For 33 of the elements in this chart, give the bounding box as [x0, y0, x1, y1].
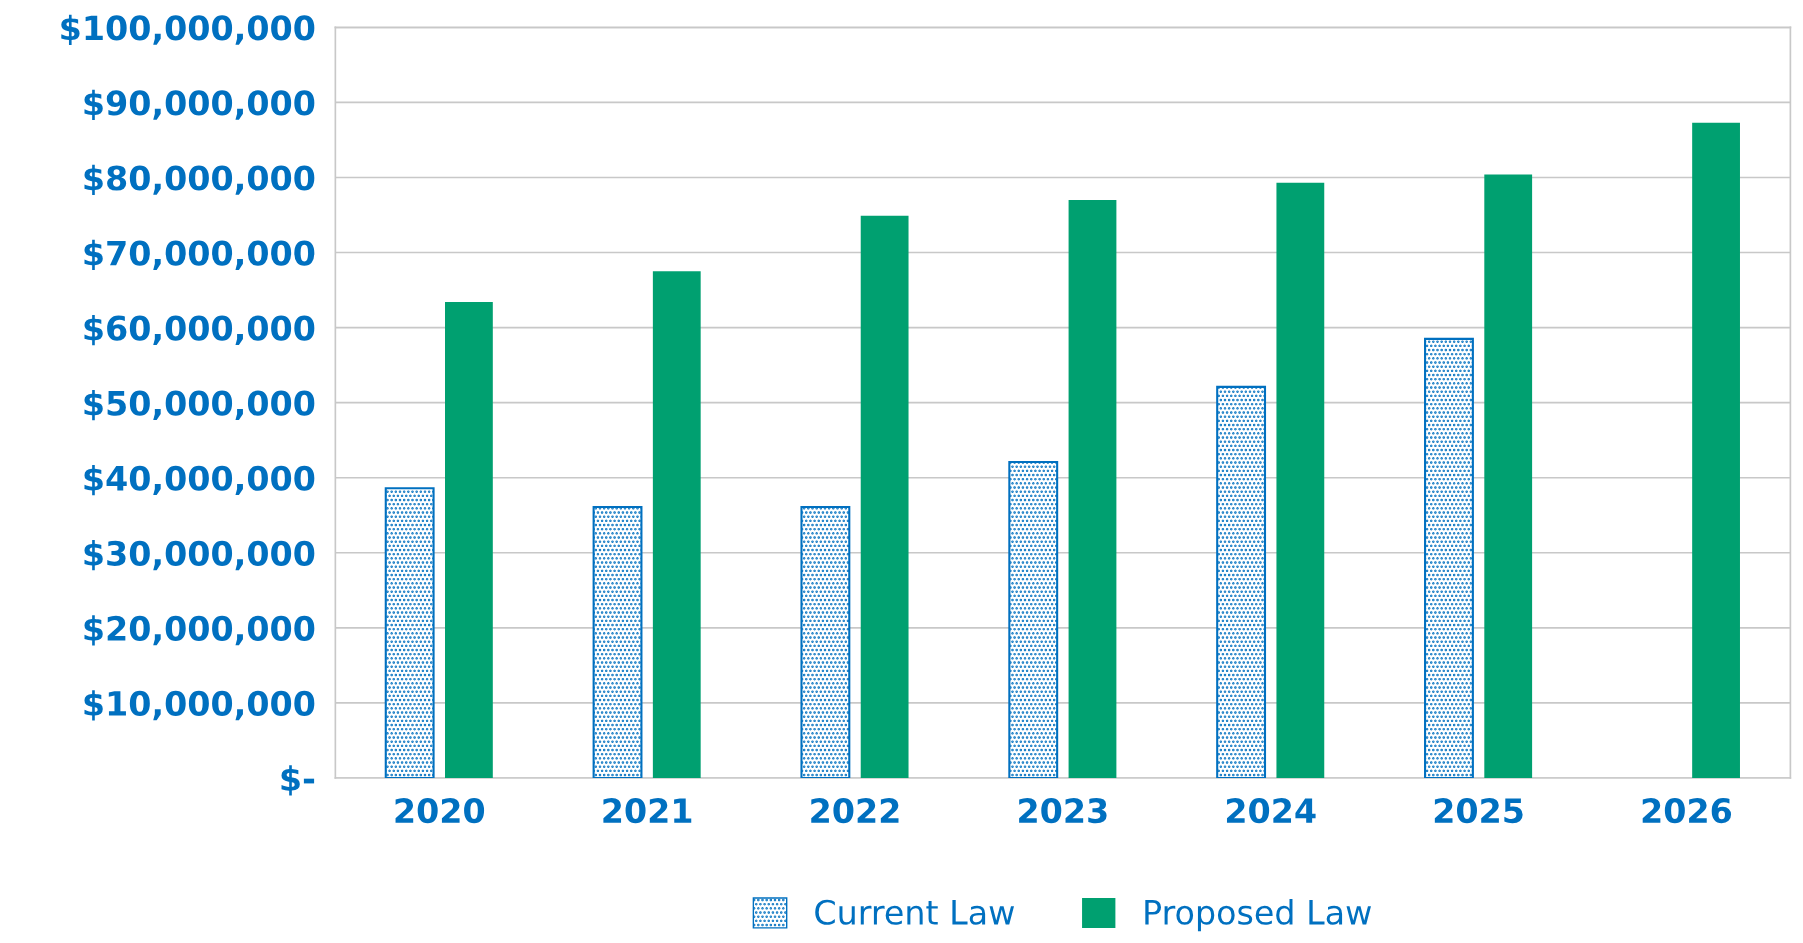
bar [1008, 460, 1059, 778]
bar [592, 505, 643, 778]
y-tick-label: $100,000,000 [61, 14, 315, 45]
bar [1424, 337, 1474, 778]
bar [800, 505, 851, 778]
y-tick-label: $10,000,000 [84, 690, 315, 721]
bar [860, 215, 909, 778]
x-tick-label: 2026 [1642, 798, 1732, 824]
y-tick-label: $70,000,000 [84, 239, 315, 271]
y-tick-label: $20,000,000 [84, 615, 315, 646]
bar [652, 271, 701, 778]
y-tick-label: $30,000,000 [84, 540, 315, 571]
bar [445, 302, 493, 778]
x-tick-label: 2023 [1019, 798, 1107, 824]
x-tick-label: 2024 [1226, 798, 1316, 824]
bar [1484, 174, 1533, 778]
bar [1692, 122, 1740, 778]
y-tick-label: $40,000,000 [84, 465, 315, 496]
bar [1216, 385, 1267, 778]
y-tick-label: $80,000,000 [84, 164, 315, 196]
y-tick-label: $60,000,000 [84, 314, 315, 346]
y-tick-label: $50,000,000 [84, 390, 315, 421]
x-tick-label: 2020 [395, 798, 485, 824]
legend-label: Current Law [815, 899, 1014, 925]
x-tick-label: 2021 [603, 798, 692, 824]
x-tick-label: 2022 [811, 798, 899, 824]
bar [1068, 199, 1117, 778]
bar [1276, 182, 1325, 778]
legend-label: Proposed Law [1145, 899, 1371, 932]
x-tick-label: 2025 [1434, 798, 1523, 824]
y-tick-label: $90,000,000 [84, 89, 315, 120]
y-tick-label: $- [281, 765, 315, 796]
bar [384, 487, 435, 778]
